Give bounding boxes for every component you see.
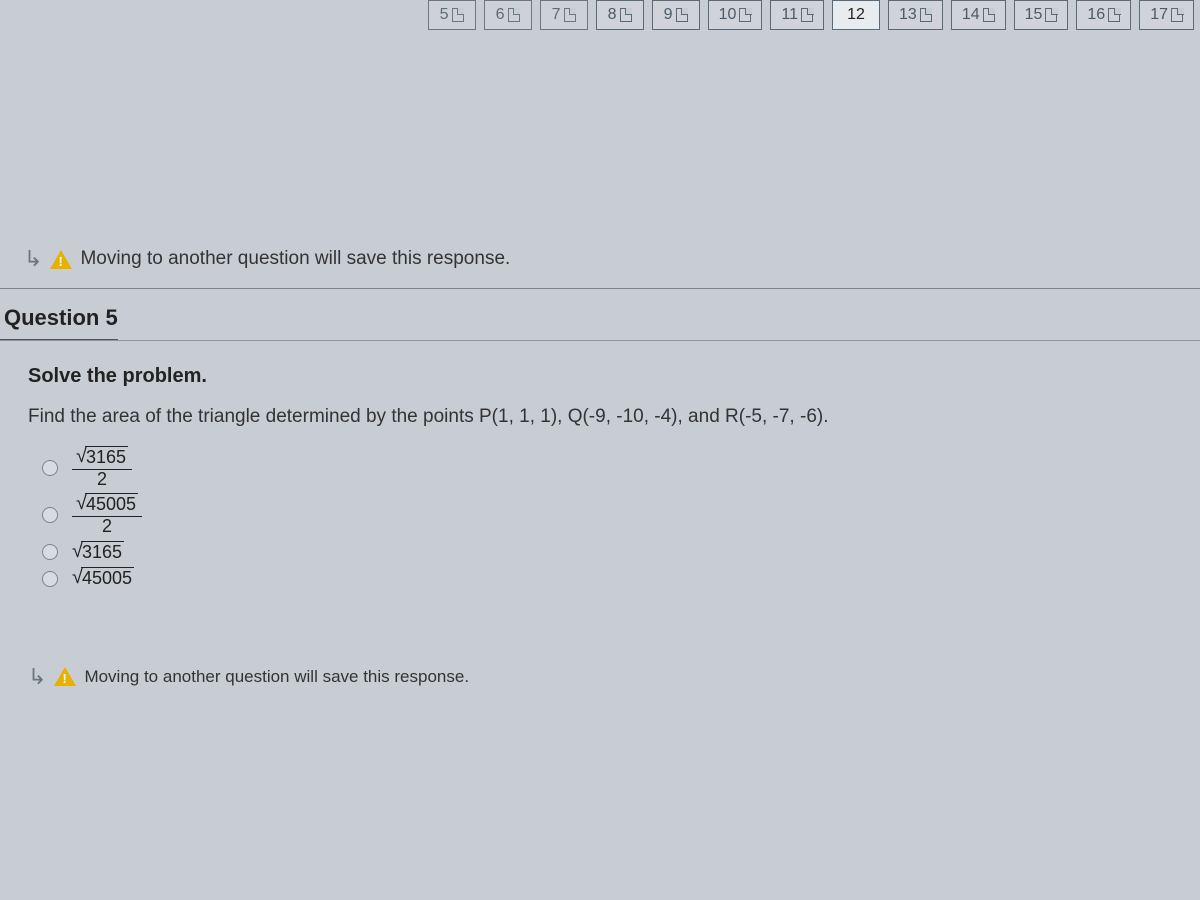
page-icon bbox=[452, 8, 464, 22]
page-icon bbox=[983, 8, 995, 22]
warning-icon bbox=[50, 250, 72, 269]
warning-text: Moving to another question will save thi… bbox=[84, 667, 469, 687]
solve-title: Solve the problem. bbox=[28, 365, 1200, 388]
page-icon bbox=[920, 8, 932, 22]
nav-tab-14[interactable]: 14 bbox=[951, 0, 1006, 30]
nav-tab-label: 8 bbox=[608, 6, 617, 24]
nav-tab-9[interactable]: 9 bbox=[652, 0, 700, 30]
nav-tab-label: 13 bbox=[899, 6, 917, 24]
nav-tab-label: 17 bbox=[1150, 6, 1168, 24]
page-icon bbox=[508, 8, 520, 22]
question-header: Question 5 bbox=[0, 289, 118, 340]
page-icon bbox=[739, 8, 751, 22]
option-math: √45005 2 bbox=[72, 493, 142, 536]
page-icon bbox=[1108, 8, 1120, 22]
nav-tab-6[interactable]: 6 bbox=[484, 0, 532, 30]
nav-tab-5[interactable]: 5 bbox=[428, 0, 476, 30]
option-4[interactable]: √45005 bbox=[42, 567, 1200, 590]
radio-button[interactable] bbox=[42, 571, 58, 587]
option-math: √45005 bbox=[72, 567, 134, 590]
nav-tab-15[interactable]: 15 bbox=[1014, 0, 1069, 30]
question-header-row: Question 5 bbox=[0, 289, 1200, 340]
page-icon bbox=[1171, 8, 1183, 22]
page-icon bbox=[676, 8, 688, 22]
warning-note-bottom: ↳ Moving to another question will save t… bbox=[0, 650, 1200, 706]
warning-text: Moving to another question will save thi… bbox=[80, 248, 510, 270]
nav-tab-8[interactable]: 8 bbox=[596, 0, 644, 30]
page-icon bbox=[801, 8, 813, 22]
nav-tab-label: 14 bbox=[962, 6, 980, 24]
page-icon bbox=[1045, 8, 1057, 22]
nav-tab-label: 10 bbox=[719, 6, 737, 24]
nav-tab-label: 5 bbox=[440, 6, 449, 24]
warning-note-top: ↳ Moving to another question will save t… bbox=[0, 236, 1200, 289]
nav-tab-7[interactable]: 7 bbox=[540, 0, 588, 30]
option-math: √3165 2 bbox=[72, 446, 132, 489]
nav-tab-label: 12 bbox=[847, 6, 865, 24]
nav-tab-label: 6 bbox=[496, 6, 505, 24]
warning-icon bbox=[54, 667, 76, 686]
radio-button[interactable] bbox=[42, 507, 58, 523]
radio-button[interactable] bbox=[42, 460, 58, 476]
reply-arrow-icon: ↳ bbox=[24, 246, 42, 272]
reply-arrow-icon: ↳ bbox=[28, 664, 46, 690]
radio-button[interactable] bbox=[42, 544, 58, 560]
nav-tab-16[interactable]: 16 bbox=[1076, 0, 1131, 30]
answer-options: √3165 2 √45005 2 √3165 √ bbox=[42, 446, 1200, 590]
nav-tab-label: 15 bbox=[1025, 6, 1043, 24]
page-icon bbox=[620, 8, 632, 22]
content-area: ↳ Moving to another question will save t… bbox=[0, 236, 1200, 706]
question-nav-tabs: 5 6 7 8 9 10 11 12 13 14 15 16 17 bbox=[0, 0, 1200, 36]
option-math: √3165 bbox=[72, 541, 124, 564]
nav-tab-10[interactable]: 10 bbox=[708, 0, 763, 30]
option-1[interactable]: √3165 2 bbox=[42, 446, 1200, 489]
nav-tab-12[interactable]: 12 bbox=[832, 0, 880, 30]
nav-tab-label: 11 bbox=[781, 6, 798, 24]
nav-tab-13[interactable]: 13 bbox=[888, 0, 943, 30]
page-icon bbox=[564, 8, 576, 22]
nav-tab-11[interactable]: 11 bbox=[770, 0, 824, 30]
nav-tab-label: 9 bbox=[664, 6, 673, 24]
nav-tab-label: 7 bbox=[552, 6, 561, 24]
question-body: Solve the problem. Find the area of the … bbox=[0, 341, 1200, 590]
nav-tab-17[interactable]: 17 bbox=[1139, 0, 1194, 30]
option-2[interactable]: √45005 2 bbox=[42, 493, 1200, 536]
nav-tab-label: 16 bbox=[1087, 6, 1105, 24]
problem-prompt: Find the area of the triangle determined… bbox=[28, 406, 1200, 428]
option-3[interactable]: √3165 bbox=[42, 541, 1200, 564]
